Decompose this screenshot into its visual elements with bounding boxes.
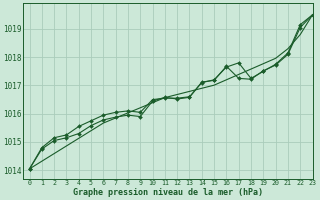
- X-axis label: Graphe pression niveau de la mer (hPa): Graphe pression niveau de la mer (hPa): [73, 188, 263, 197]
